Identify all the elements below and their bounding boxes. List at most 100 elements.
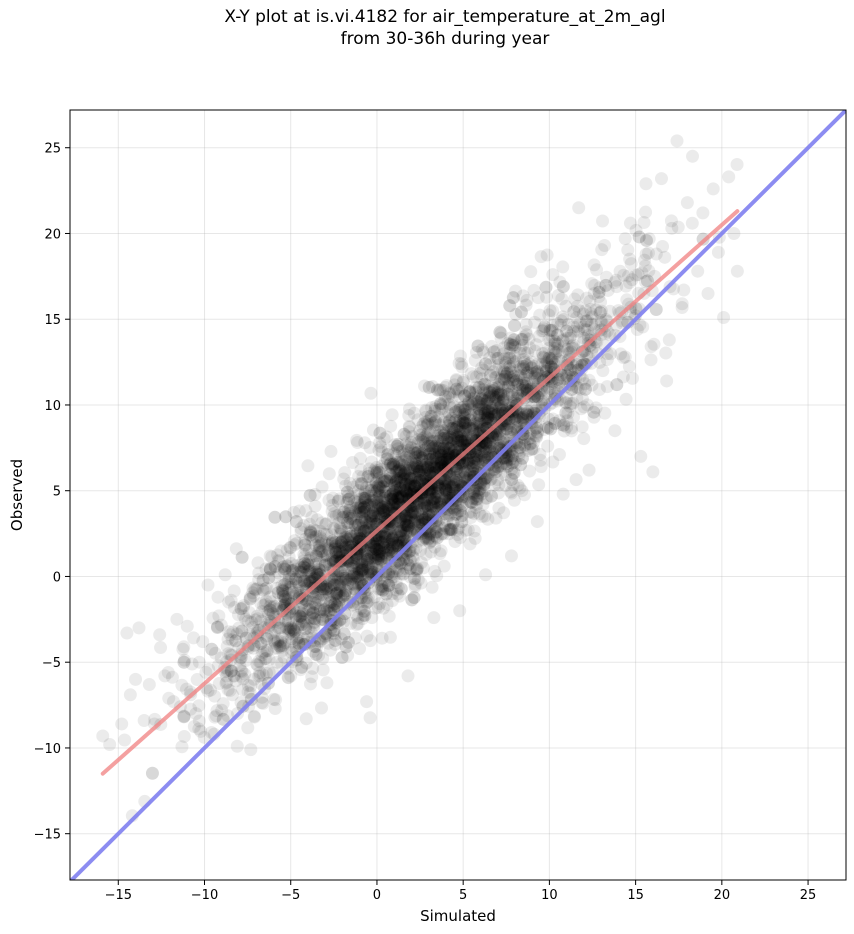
scatter-point [385,533,399,547]
scatter-point [421,439,435,453]
scatter-point [417,496,431,510]
scatter-point [378,456,392,470]
scatter-point [344,572,358,586]
scatter-point [281,575,295,589]
scatter-point [486,365,500,379]
scatter-point [472,409,486,423]
scatter-point [363,497,377,511]
scatter-point [491,351,505,365]
scatter-point [401,519,415,533]
scatter-point [548,416,562,430]
scatter-point [414,463,428,477]
scatter-point [446,480,460,494]
scatter-point [407,571,421,585]
scatter-point [503,337,517,351]
scatter-point [335,651,349,665]
scatter-point [499,356,513,370]
scatter-point [481,402,495,416]
scatter-point [556,280,570,294]
scatter-point [545,353,559,367]
scatter-point [327,578,341,592]
scatter-point [513,383,527,397]
scatter-point [284,669,298,683]
scatter-point [389,536,403,550]
scatter-point [460,464,474,478]
scatter-point [477,449,491,463]
scatter-point [517,376,531,390]
scatter-point [483,444,497,458]
scatter-point [585,310,599,324]
scatter-point [450,382,464,396]
scatter-point [458,434,472,448]
scatter-point [618,350,632,364]
scatter-point [454,433,468,447]
scatter-point [379,587,393,601]
scatter-point [440,432,454,446]
scatter-point [406,507,420,521]
scatter-point [270,641,284,655]
scatter-point [464,505,478,519]
scatter-point [447,478,461,492]
scatter-point [577,400,591,414]
scatter-point [458,403,472,417]
scatter-point [432,447,446,461]
scatter-point [579,304,593,318]
scatter-point [374,552,388,566]
scatter-point [480,438,494,452]
scatter-point [528,344,542,358]
scatter-point [437,424,451,438]
scatter-point [426,477,440,491]
scatter-point [580,348,594,362]
scatter-point [394,524,408,538]
scatter-point [434,398,448,412]
scatter-point [483,396,497,410]
scatter-point [530,515,544,529]
scatter-point [621,243,635,257]
scatter-point [254,614,268,628]
x-tick-label: 20 [714,888,731,903]
scatter-point [579,314,593,328]
scatter-point [327,600,341,614]
scatter-point [451,430,465,444]
scatter-point [401,511,415,525]
scatter-point [453,604,467,618]
scatter-point [364,480,378,494]
scatter-point [115,717,129,731]
scatter-point [536,393,550,407]
scatter-point [469,384,483,398]
scatter-point [205,642,219,656]
scatter-point [408,578,422,592]
scatter-point [505,439,519,453]
scatter-point [385,570,399,584]
scatter-point [397,427,411,441]
scatter-point [391,534,405,548]
scatter-point [686,149,700,163]
scatter-point [532,478,546,492]
scatter-point [515,451,529,465]
scatter-point [547,357,561,371]
scatter-point [546,412,560,426]
scatter-point [401,558,415,572]
scatter-point [477,345,491,359]
scatter-point [419,547,433,561]
scatter-point [433,440,447,454]
scatter-point [429,450,443,464]
scatter-point [458,415,472,429]
scatter-point [528,387,542,401]
scatter-point [511,377,525,391]
scatter-point [470,370,484,384]
scatter-point [456,432,470,446]
scatter-point [396,468,410,482]
scatter-point [490,381,504,395]
scatter-point [334,536,348,550]
scatter-point [341,577,355,591]
scatter-point [315,480,329,494]
scatter-point [309,591,323,605]
scatter-point [313,603,327,617]
scatter-point [405,504,419,518]
scatter-point [411,573,425,587]
x-tick-label: 15 [627,888,644,903]
scatter-point [266,600,280,614]
scatter-point [445,439,459,453]
scatter-point [507,319,521,333]
